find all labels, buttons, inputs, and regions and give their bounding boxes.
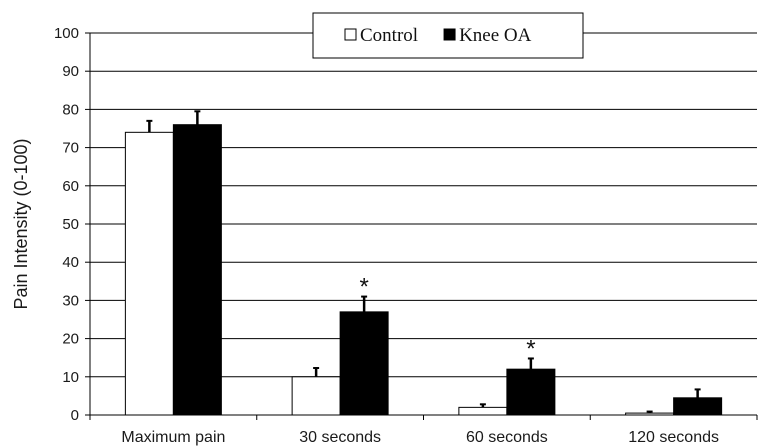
legend-label: Control <box>360 25 418 46</box>
x-tick-label: 60 seconds <box>466 429 548 446</box>
y-tick-label: 30 <box>62 292 79 309</box>
significance-marker: * <box>526 335 535 362</box>
bars <box>124 110 723 416</box>
y-axis-label: Pain Intensity (0-100) <box>11 138 31 309</box>
x-tick-label: 120 seconds <box>628 429 719 446</box>
legend: Control Knee OA <box>312 12 584 59</box>
x-tick-label: Maximum pain <box>121 429 225 446</box>
y-tick-label: 20 <box>62 331 79 348</box>
legend-swatch <box>344 28 357 41</box>
x-tick-label: 30 seconds <box>299 429 381 446</box>
y-tick-label: 80 <box>62 101 79 118</box>
significance-marker: * <box>359 274 368 301</box>
bar-control <box>458 406 508 416</box>
y-tick-label: 60 <box>62 178 79 195</box>
y-tick-label: 90 <box>62 63 79 80</box>
y-tick-label: 40 <box>62 254 79 271</box>
bar-control <box>124 131 174 416</box>
bar-knee-oa <box>673 397 723 416</box>
legend-label: Knee OA <box>459 25 532 46</box>
bar-knee-oa <box>506 368 556 416</box>
bar-control <box>625 412 675 416</box>
y-tick-label: 0 <box>71 407 79 424</box>
y-tick-label: 70 <box>62 140 79 157</box>
y-tick-label: 50 <box>62 216 79 233</box>
bar-control <box>291 376 341 416</box>
legend-swatch <box>443 28 456 41</box>
y-tick-label: 100 <box>54 25 79 42</box>
labels: 0 10 20 30 40 50 60 70 80 90 100 Maximum pain 30 sec… <box>54 25 719 446</box>
y-tick-label: 10 <box>62 369 79 386</box>
bar-knee-oa <box>339 311 389 416</box>
bar-knee-oa <box>172 124 222 416</box>
